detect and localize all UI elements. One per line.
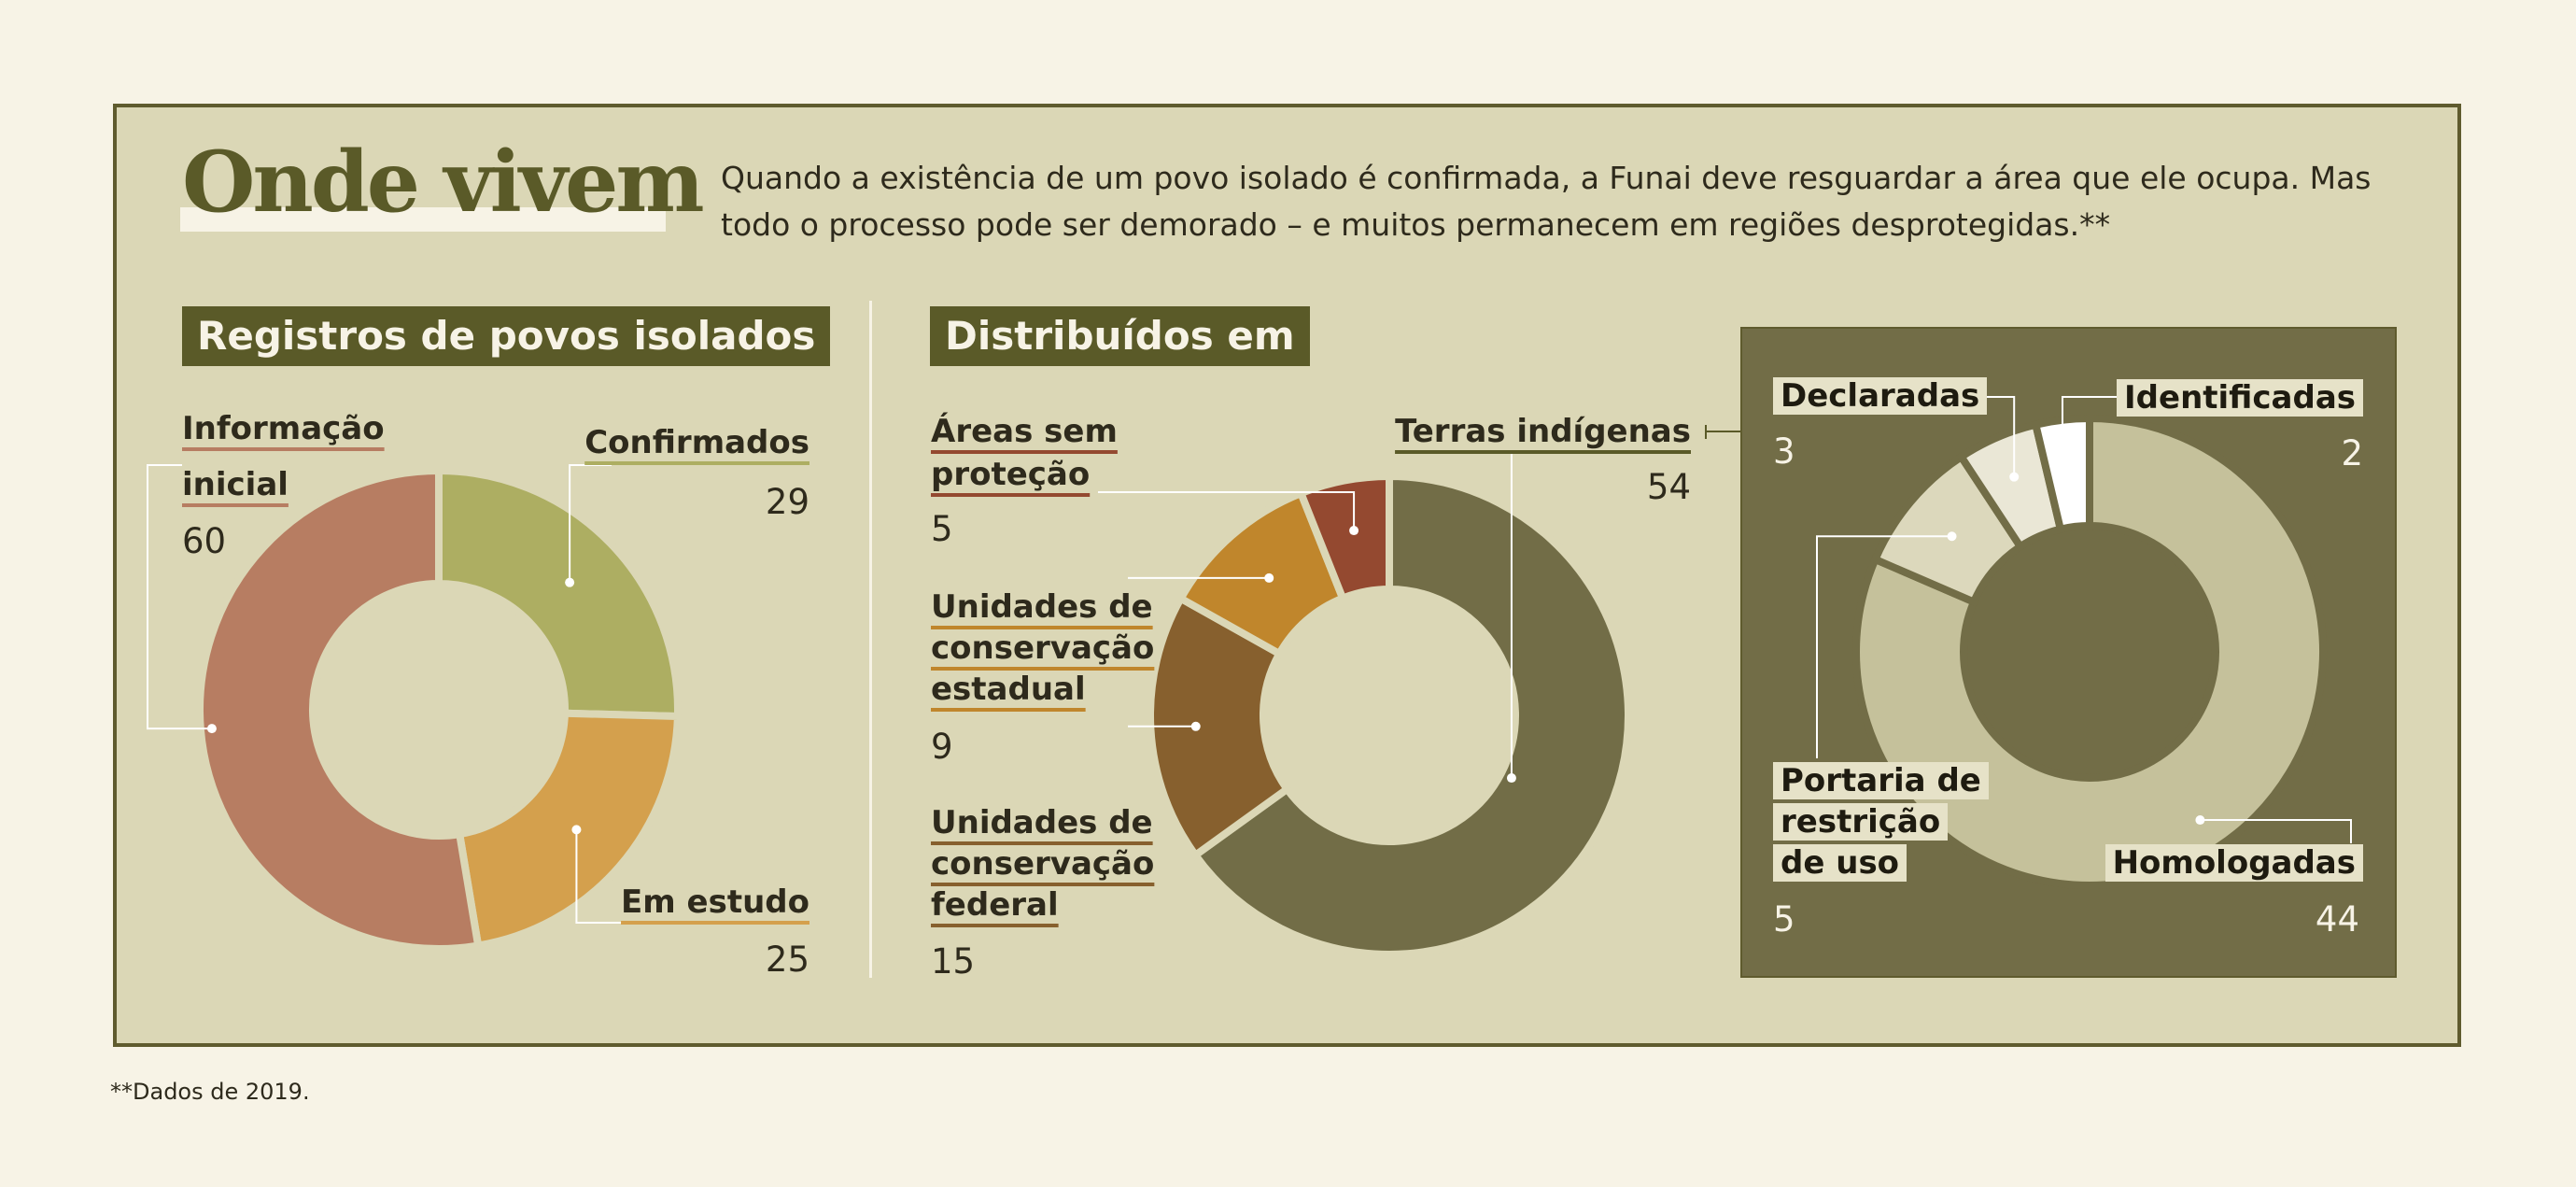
label-terras-indigenas-text: Terras indígenas xyxy=(1395,413,1691,450)
value-em-estudo: 25 xyxy=(765,940,809,980)
dot-confirmados xyxy=(565,577,575,587)
value-portaria: 5 xyxy=(1773,899,1795,940)
leader-informacao xyxy=(147,464,212,730)
dot-portaria xyxy=(1947,531,1957,542)
label-uc-federal: Unidades de conservação federal xyxy=(931,802,1154,926)
dot-informacao xyxy=(206,724,217,734)
label-uc-federal-line1: Unidades de xyxy=(931,804,1153,841)
page-title: Onde vivem xyxy=(182,133,705,232)
dot-declaradas xyxy=(2009,472,2020,482)
leader-terras-indigenas xyxy=(1445,451,1513,779)
label-homologadas-text: Homologadas xyxy=(2104,844,2363,882)
label-informacao-inicial: Informação inicial xyxy=(182,408,385,503)
slice-em-estudo xyxy=(455,709,683,951)
value-identificadas: 2 xyxy=(2341,433,2363,473)
label-uc-estadual-line2: conservação xyxy=(931,629,1155,667)
label-uc-estadual-line3: estadual xyxy=(931,671,1086,708)
dot-homologadas xyxy=(2195,815,2205,826)
slice-confirmados xyxy=(435,466,682,721)
slice-informacao-inicial xyxy=(196,466,483,953)
label-identificadas-text: Identificadas xyxy=(2117,379,2363,417)
value-confirmados: 29 xyxy=(765,482,809,522)
label-terras-indigenas: Terras indígenas xyxy=(1395,411,1691,452)
title-highlight xyxy=(180,207,666,232)
leader-identificadas xyxy=(2061,396,2138,485)
leader-confirmados xyxy=(569,464,612,583)
label-areas-sem-protecao: Áreas sem proteção xyxy=(931,410,1118,496)
intro-text: Quando a existência de um povo isolado é… xyxy=(721,160,2372,243)
leader-portaria xyxy=(1816,535,1952,758)
dot-terras-indigenas xyxy=(1506,773,1516,784)
dot-uc-estadual xyxy=(1264,572,1274,583)
footnote: **Dados de 2019. xyxy=(110,1079,310,1105)
slice-terras-indigenas xyxy=(1189,472,1632,958)
leader-em-estudo xyxy=(575,829,649,924)
label-declaradas: Declaradas xyxy=(1773,375,1988,417)
dot-identificadas xyxy=(2064,479,2075,489)
leader-homologadas xyxy=(2200,819,2352,843)
label-portaria-line2: restrição xyxy=(1773,803,1949,841)
dot-sem-protecao xyxy=(1349,526,1359,536)
label-identificadas: Identificadas xyxy=(2117,377,2363,418)
dot-uc-federal xyxy=(1190,721,1201,731)
label-confirmados-text: Confirmados xyxy=(584,424,809,461)
chart2-title: Distribuídos em xyxy=(930,306,1310,366)
label-em-estudo: Em estudo xyxy=(621,882,809,923)
label-sem-protecao-line2: proteção xyxy=(931,456,1091,493)
leader-sem-protecao xyxy=(1098,491,1356,531)
slice-areas-sem-protecao xyxy=(1296,472,1393,603)
value-terras-indigenas: 54 xyxy=(1646,467,1691,507)
label-homologadas: Homologadas xyxy=(2104,842,2363,883)
value-areas-sem-protecao: 5 xyxy=(931,509,953,549)
label-portaria: Portaria de restrição de uso xyxy=(1773,760,1989,883)
label-informacao-line2: inicial xyxy=(182,466,289,503)
dot-em-estudo xyxy=(571,825,582,835)
label-portaria-line3: de uso xyxy=(1773,844,1907,882)
label-uc-federal-line2: conservação xyxy=(931,845,1155,883)
label-uc-estadual: Unidades de conservação estadual xyxy=(931,586,1154,710)
label-uc-federal-line3: federal xyxy=(931,886,1059,924)
label-portaria-line1: Portaria de xyxy=(1773,762,1989,799)
value-uc-estadual: 9 xyxy=(931,727,953,767)
value-declaradas: 3 xyxy=(1773,431,1795,472)
label-informacao-line1: Informação xyxy=(182,410,385,447)
section-divider xyxy=(869,301,872,978)
label-uc-estadual-line1: Unidades de xyxy=(931,588,1153,626)
label-sem-protecao-line1: Áreas sem xyxy=(931,413,1118,450)
value-informacao-inicial: 60 xyxy=(182,521,227,561)
label-confirmados: Confirmados xyxy=(584,422,809,463)
label-em-estudo-text: Em estudo xyxy=(621,883,809,921)
label-declaradas-text: Declaradas xyxy=(1773,377,1988,415)
chart1-title: Registros de povos isolados xyxy=(182,306,831,366)
slice-uc-federal xyxy=(1147,593,1293,861)
value-uc-federal: 15 xyxy=(931,941,976,982)
value-homologadas: 44 xyxy=(2315,899,2359,940)
